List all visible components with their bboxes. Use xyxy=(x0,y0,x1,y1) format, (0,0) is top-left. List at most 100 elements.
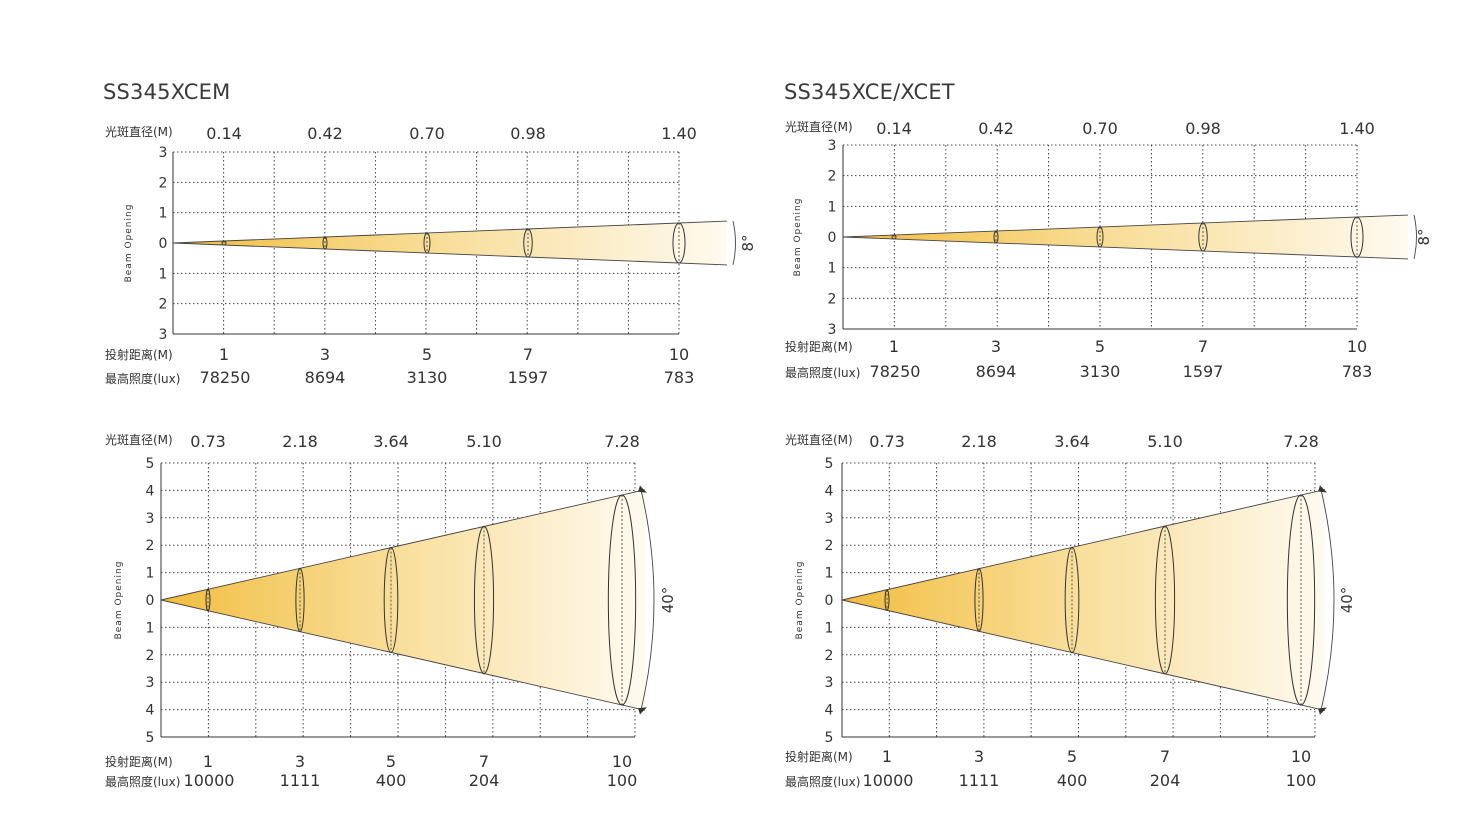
throw-distance-value: 1 xyxy=(889,337,899,356)
y-tick-label: 2 xyxy=(146,648,155,664)
angle-arc xyxy=(1413,214,1417,260)
spot-ellipse-front xyxy=(205,588,209,612)
beam-angle-label: 40° xyxy=(1338,587,1356,614)
spot-diameter-value: 0.42 xyxy=(307,124,343,143)
throw-distance-value: 10 xyxy=(669,345,689,364)
y-tick-label: 1 xyxy=(825,620,834,636)
spot-ellipse-front xyxy=(1064,546,1073,654)
beam-angle-label: 40° xyxy=(659,587,677,614)
throw-distance-value: 7 xyxy=(1160,747,1170,766)
spot-ellipse-back xyxy=(621,494,637,706)
max-illuminance-value: 1597 xyxy=(1183,362,1224,381)
max-illuminance-value: 8694 xyxy=(976,362,1017,381)
spot-diameter-value: 0.98 xyxy=(1185,119,1221,138)
spot-ellipse-front xyxy=(523,228,529,258)
y-tick-label: 2 xyxy=(159,297,168,313)
max-illuminance-value: 1597 xyxy=(508,368,549,387)
spot-diameter-value: 0.14 xyxy=(206,124,242,143)
throw-distance-value: 3 xyxy=(991,337,1001,356)
throw-distance-label: 投射距离(M) xyxy=(785,339,853,354)
max-illuminance-value: 783 xyxy=(1342,362,1373,381)
throw-distance-value: 10 xyxy=(612,752,632,771)
y-tick-label: 3 xyxy=(825,675,834,691)
y-tick-label: 2 xyxy=(825,648,834,664)
spot-ellipse-back xyxy=(299,567,305,633)
max-illuminance-value: 10000 xyxy=(184,771,235,790)
beam-cone-fill xyxy=(843,215,1408,259)
throw-distance-value: 7 xyxy=(523,345,533,364)
spot-diameter-value: 0.70 xyxy=(1082,119,1118,138)
throw-distance-value: 5 xyxy=(386,752,396,771)
beam-cone-edge-bottom xyxy=(160,599,646,711)
spot-diameter-value: 0.14 xyxy=(876,119,912,138)
spot-ellipse-front xyxy=(1154,525,1166,675)
y-tick-label: 1 xyxy=(828,261,837,277)
spot-ellipse-back xyxy=(1356,216,1364,258)
beam-cone-edge-bottom xyxy=(841,599,1326,711)
y-tick-label: 1 xyxy=(146,566,155,582)
beam-cone-edge-top xyxy=(172,220,728,244)
max-illuminance-value: 78250 xyxy=(200,368,251,387)
y-tick-label: 4 xyxy=(146,483,155,499)
y-tick-label: 5 xyxy=(146,730,155,746)
y-tick-label: 2 xyxy=(159,175,168,191)
max-illuminance-value: 78250 xyxy=(870,362,921,381)
y-tick-label: 1 xyxy=(825,566,834,582)
beam-cone-edge-top xyxy=(842,214,1409,238)
throw-distance-value: 5 xyxy=(1095,337,1105,356)
spot-diameter-value: 3.64 xyxy=(1054,432,1090,451)
y-tick-label: 0 xyxy=(828,230,837,246)
max-illuminance-value: 1111 xyxy=(959,771,1000,790)
spot-ellipse-back xyxy=(483,525,495,675)
max-illuminance-label: 最高照度(lux) xyxy=(105,774,180,789)
spot-diameter-value: 0.98 xyxy=(510,124,546,143)
beam-cone-edge-top xyxy=(160,489,646,601)
y-tick-label: 0 xyxy=(825,593,834,609)
spot-ellipse-back xyxy=(207,588,211,612)
y-tick-label: 0 xyxy=(159,236,168,252)
angle-arrow-head-top xyxy=(1318,485,1327,493)
y-tick-label: 3 xyxy=(159,145,168,161)
spot-ellipse-front xyxy=(672,222,680,264)
spot-ellipse-front xyxy=(1286,494,1302,706)
spot-diameter-value: 0.42 xyxy=(978,119,1014,138)
spot-diameter-value: 2.18 xyxy=(282,432,318,451)
y-tick-label: 0 xyxy=(146,593,155,609)
spot-diameter-value: 1.40 xyxy=(661,124,697,143)
throw-distance-value: 5 xyxy=(422,345,432,364)
beam-cone-edge-bottom xyxy=(172,242,728,266)
max-illuminance-label: 最高照度(lux) xyxy=(785,365,860,380)
beam-cone-fill xyxy=(173,221,727,265)
spot-ellipse-front xyxy=(383,547,392,653)
spot-ellipse-back xyxy=(678,222,686,264)
y-tick-label: 4 xyxy=(825,703,834,719)
spot-diameter-value: 3.64 xyxy=(373,432,409,451)
spot-ellipse-back xyxy=(324,236,328,250)
beam-angle-label: 8° xyxy=(739,234,757,251)
spot-diameter-value: 7.28 xyxy=(1283,432,1319,451)
max-illuminance-value: 204 xyxy=(1150,771,1181,790)
y-tick-label: 3 xyxy=(828,322,837,338)
beam-cone-edge-bottom xyxy=(842,236,1409,260)
throw-distance-value: 7 xyxy=(1198,337,1208,356)
max-illuminance-value: 3130 xyxy=(1080,362,1121,381)
spot-ellipse-front xyxy=(1350,216,1358,258)
spot-ellipse-back xyxy=(390,547,399,653)
spot-diameter-value: 7.28 xyxy=(604,432,640,451)
max-illuminance-value: 783 xyxy=(664,368,695,387)
throw-distance-label: 投射距离(M) xyxy=(105,754,173,769)
spot-ellipse-front xyxy=(473,525,485,675)
y-tick-label: 2 xyxy=(825,538,834,554)
spot-diameter-value: 5.10 xyxy=(1147,432,1183,451)
spot-ellipse-back xyxy=(1099,226,1104,248)
max-illuminance-value: 3130 xyxy=(407,368,448,387)
y-tick-label: 2 xyxy=(828,291,837,307)
y-tick-label: 3 xyxy=(825,511,834,527)
y-tick-label: 5 xyxy=(146,456,155,472)
throw-distance-value: 3 xyxy=(974,747,984,766)
spot-ellipse-back xyxy=(1202,222,1208,252)
